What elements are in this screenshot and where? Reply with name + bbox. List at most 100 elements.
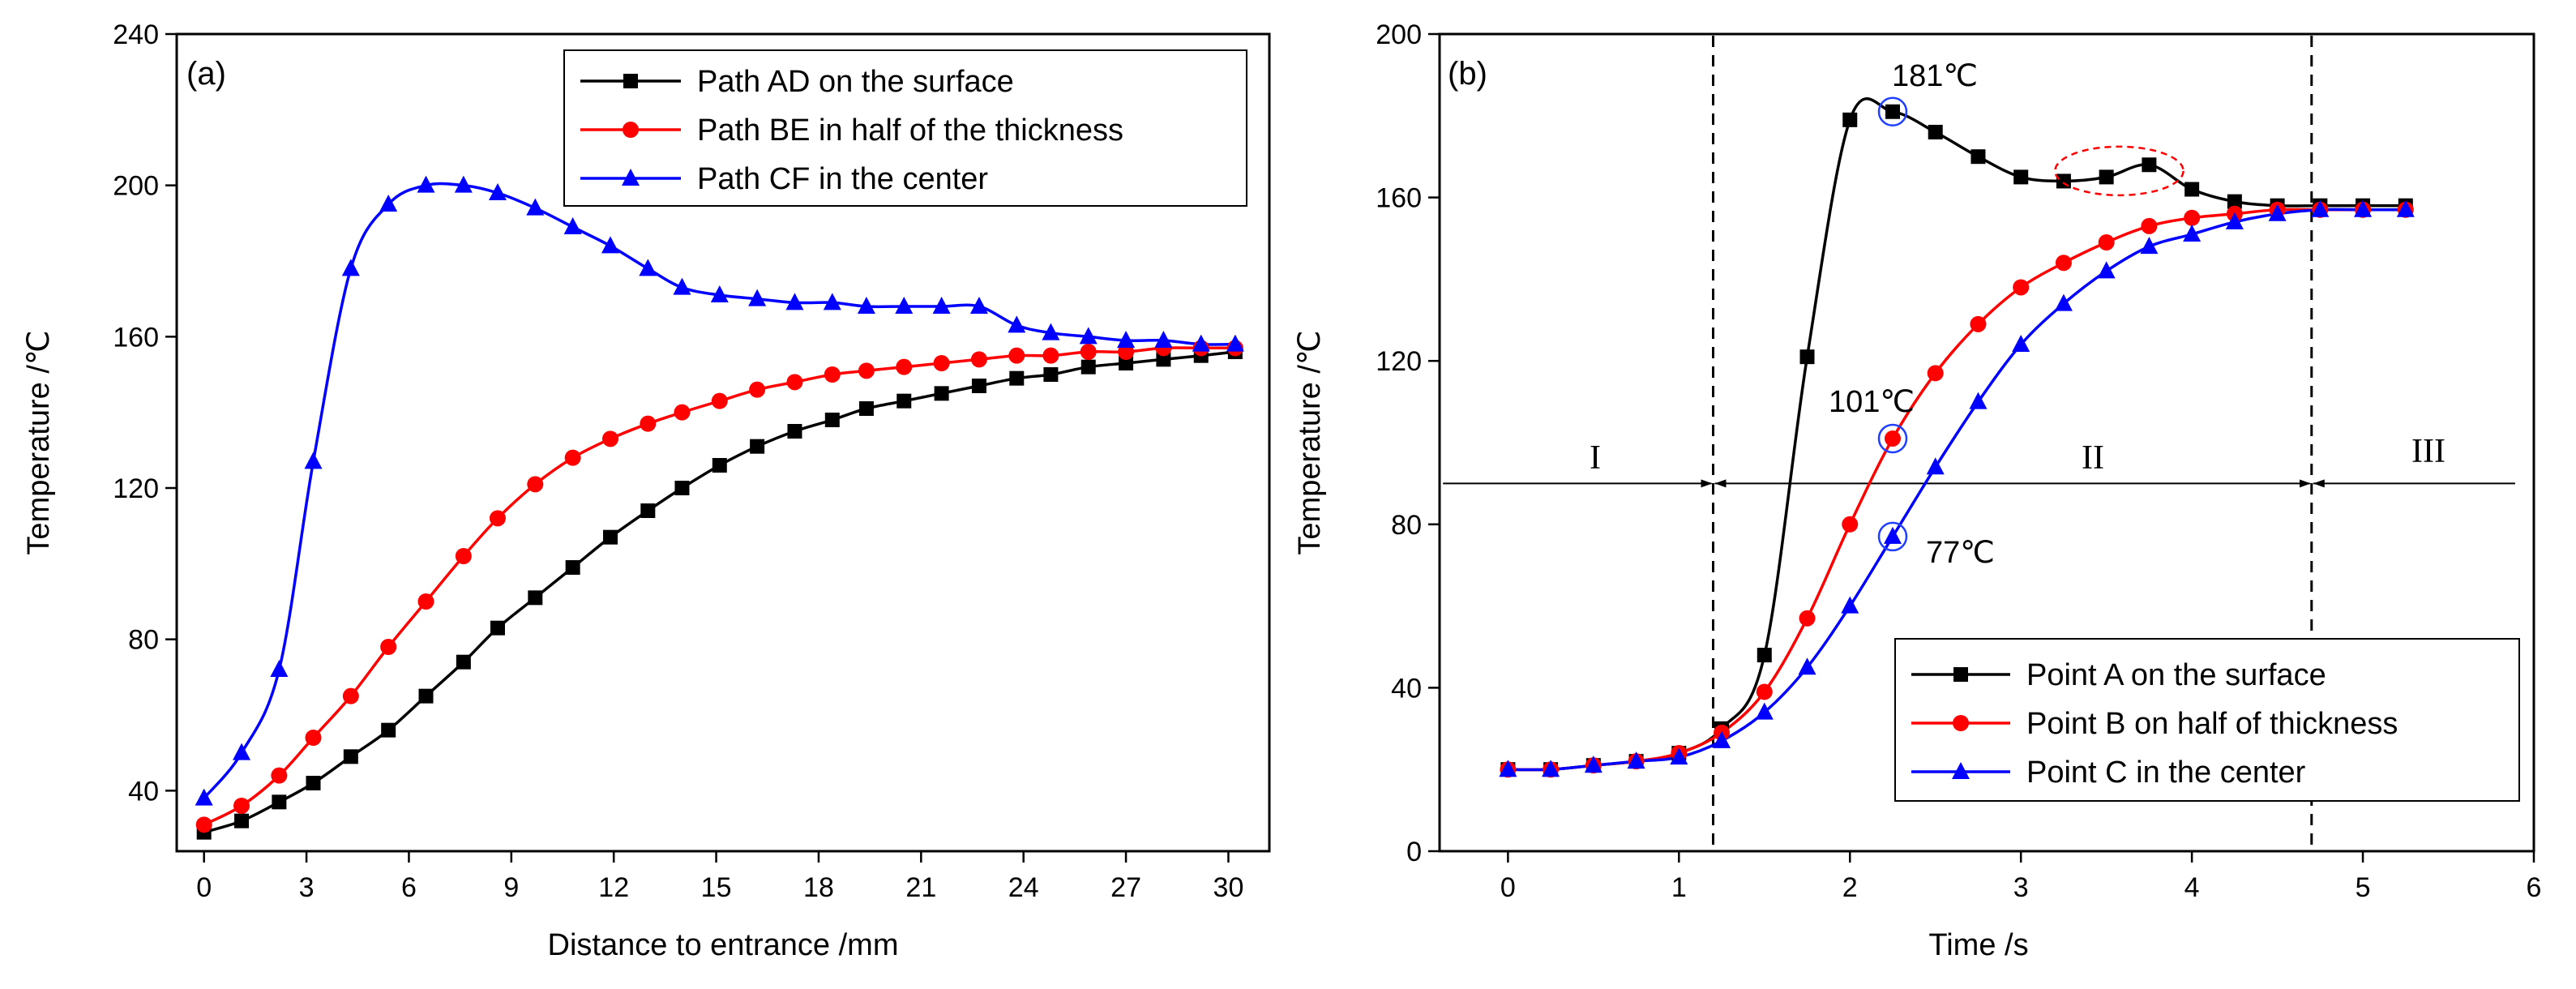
chart-b-point-triangle [1584,756,1603,773]
chart-a-point-square [824,413,840,427]
chart-a-point-square [306,776,321,790]
chart-b-point-circle [2055,255,2072,272]
chart-b-y-tick-label: 200 [1376,19,1422,50]
chart-b-point-circle [1799,610,1816,627]
chart-a-point-triangle [195,788,213,806]
chart-a-point-circle [195,816,212,833]
chart-a-legend: Path AD on the surface Path BE in half o… [563,49,1247,207]
chart-b-point-circle [2013,279,2030,296]
chart-a-x-tick-label: 9 [503,872,519,903]
chart-b-ticks: 0 1 2 3 4 5 6 0 40 80 120 160 200 [1376,19,2541,903]
chart-b-region-3-label: III [2411,433,2445,470]
chart-a-point-triangle [341,259,360,276]
chart-a-point-triangle [857,297,875,314]
chart-a-y-tick-label: 160 [113,322,159,353]
chart-a-x-tick-label: 27 [1110,872,1141,903]
chart-b-point-circle [1884,430,1901,447]
chart-b-point-triangle [2396,199,2415,217]
chart-b-point-square [1885,104,1900,119]
chart-b-legend-marker [1953,715,1969,731]
chart-b-point-triangle [2225,212,2244,229]
chart-a-point-circle [1008,347,1025,364]
chart-a-legend-label-center: Path CF in the center [697,162,988,196]
chart-b-point-triangle [1883,526,1902,544]
chart-a-point-square [858,401,874,416]
chart-a-point-circle [271,767,288,784]
chart-a-y-tick-label: 240 [113,19,159,50]
chart-b-legend-label-b: Point B on half of thickness [2026,707,2398,741]
chart-b-point-triangle [2097,261,2116,279]
chart-b-point-circle [2141,217,2158,234]
chart-a-point-square [674,481,690,495]
chart-a-point-triangle [785,293,804,310]
chart-a-point-square [565,560,580,575]
chart-a-x-tick-label: 30 [1213,872,1244,903]
chart-a-x-tick-label: 15 [701,872,732,903]
chart-a-point-triangle [601,236,619,254]
chart-b-point-square [1842,112,1858,127]
chart-a-point-square [272,794,287,810]
chart-a-point-square [1009,370,1025,386]
chart-a-point-circle [342,687,359,704]
chart-b-y-tick-label: 0 [1406,837,1422,867]
chart-b-point-circle [2184,209,2201,226]
chart-a-y-tick-label: 200 [113,171,159,202]
chart-b-point-triangle [1542,760,1560,777]
chart-b-legend-label-a: Point A on the surface [2026,658,2326,692]
chart-b-point-triangle [2354,199,2373,217]
chart-a-markers [195,175,1244,840]
chart-b-point-triangle [2268,203,2287,221]
chart-a-x-tick-label: 21 [905,872,936,903]
chart-b-point-square [1928,124,1943,139]
chart-b-point-triangle [1969,392,1988,409]
chart-a-legend-label-surface: Path AD on the surface [697,65,1014,99]
chart-a-y-tick-label: 80 [128,625,159,656]
chart-a-point-square [602,529,618,545]
chart-b-x-tick-label: 0 [1500,872,1516,903]
chart-b-arrow-head [1714,479,1727,488]
chart-a-ticks: 0 3 6 9 12 15 18 21 24 27 30 40 80 120 160 200 240 [113,19,1243,903]
chart-a-x-tick-label: 24 [1008,872,1039,903]
chart-a-legend-box [563,49,1247,207]
chart-a-legend-label-half: Path BE in half of the thickness [697,113,1123,148]
chart-a-point-triangle [823,293,841,310]
chart-b-peak-circle [1877,96,1908,127]
chart-a-point-circle [1042,347,1059,364]
chart-b-phase-arrows [1443,479,2515,488]
chart-b-x-tick-label: 1 [1671,872,1687,903]
chart-a-point-triangle [526,198,545,216]
chart-a-point-triangle [969,297,988,314]
chart-b-point-triangle [2183,224,2202,242]
chart-a-y-tick-label: 40 [128,776,159,807]
chart-a-point-triangle [710,285,729,302]
chart-a-point-square [640,503,656,518]
chart-b-x-tick-label: 5 [2356,872,2371,903]
chart-b-mid-circle [1877,423,1908,454]
chart-a-point-triangle [233,743,251,760]
chart-b-point-circle [1842,516,1859,533]
chart-a-point-square [234,813,250,828]
chart-b-point-square [1799,349,1815,365]
chart-a-x-axis-label: Distance to entrance /mm [548,928,899,962]
chart-b-point-triangle [1841,596,1859,614]
chart-b-x-axis-label: Time /s [1928,928,2028,962]
chart-a-point-square [343,749,358,764]
chart-b-y-axis-label: Temperature /℃ [1293,330,1327,554]
chart-b-point-circle [2098,234,2115,251]
chart-a-point-square [490,620,505,636]
chart-b-point-circle [1970,315,1987,332]
chart-b-region-2-label: II [2082,439,2104,477]
chart-b-legend-label-c: Point C in the center [2026,756,2306,790]
chart-b-legend: Point A on the surface Point B on half o… [1894,638,2520,802]
chart-b-legend-symbols [1911,667,2010,779]
chart-b-point-triangle [1713,730,1731,748]
chart-a-point-circle [417,593,434,610]
chart-a-point-square [1080,359,1096,375]
chart-b-y-tick-label: 40 [1391,673,1422,704]
chart-b-mid-annotation: 101℃ [1829,385,1915,419]
chart-a-point-triangle [417,175,435,193]
chart-b-point-triangle [2012,335,2030,353]
chart-a-point-circle [601,430,618,447]
chart-b-point-square [1971,149,1986,165]
